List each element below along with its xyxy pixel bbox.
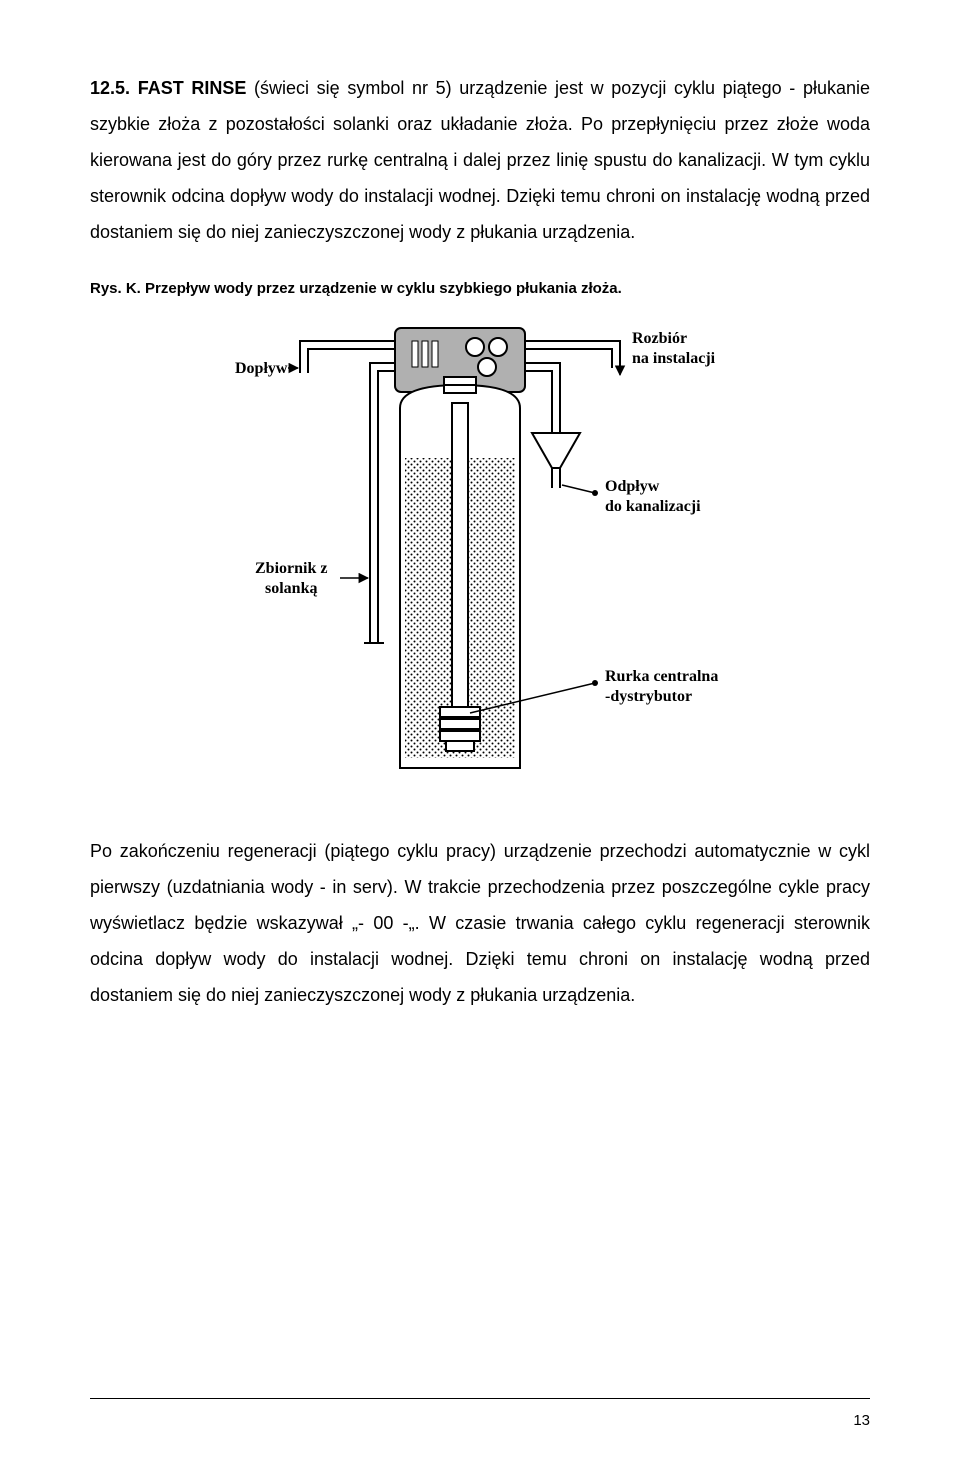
section-number: 12.5. (90, 78, 130, 98)
label-rozbior-1: Rozbiór (632, 330, 687, 347)
column-body (400, 377, 520, 768)
document-page: 12.5. FAST RINSE (świeci się symbol nr 5… (0, 0, 960, 1459)
diagram-svg: Dopływ Rozbiór na instalacji Odpływ do k… (200, 313, 760, 793)
page-number: 13 (853, 1412, 870, 1429)
section-title: FAST RINSE (138, 78, 247, 98)
paragraph-2: Po zakończeniu regeneracji (piątego cykl… (90, 833, 870, 1013)
figure: Dopływ Rozbiór na instalacji Odpływ do k… (90, 313, 870, 793)
brine-line (364, 363, 395, 643)
footer-rule (90, 1398, 870, 1399)
label-doplyw: Dopływ (235, 360, 288, 377)
label-rozbior-2: na instalacji (632, 350, 716, 367)
label-rurka-2: -dystrybutor (605, 688, 692, 705)
drain-line (525, 363, 560, 433)
label-zbiornik-2: solanką (265, 580, 317, 597)
paragraph-1-body: (świeci się symbol nr 5) urządzenie jest… (90, 78, 870, 242)
label-rurka-1: Rurka centralna (605, 668, 718, 685)
leader-line (562, 485, 595, 493)
label-zbiornik-1: Zbiornik z (255, 560, 327, 577)
label-odplyw-1: Odpływ (605, 478, 660, 495)
inlet-pipe (300, 341, 395, 373)
paragraph-1: 12.5. FAST RINSE (świeci się symbol nr 5… (90, 70, 870, 250)
funnel (532, 433, 580, 488)
figure-caption: Rys. K. Przepływ wody przez urządzenie w… (90, 280, 870, 297)
label-odplyw-2: do kanalizacji (605, 498, 701, 515)
